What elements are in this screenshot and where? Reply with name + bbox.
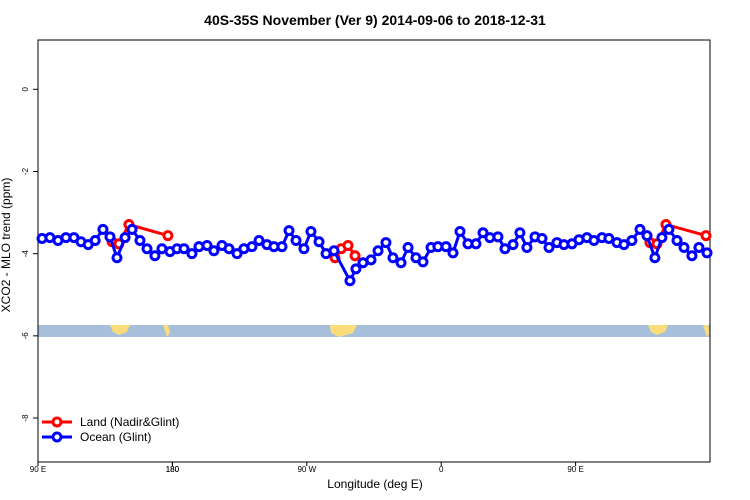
data-point xyxy=(342,239,354,251)
data-point xyxy=(313,236,325,248)
data-point xyxy=(536,232,548,244)
data-point xyxy=(141,243,153,255)
data-point xyxy=(253,235,265,247)
data-point xyxy=(663,223,675,235)
data-point xyxy=(89,235,101,247)
data-point xyxy=(514,227,526,239)
data-point xyxy=(499,243,511,255)
data-point xyxy=(344,275,356,287)
data-point xyxy=(349,250,361,262)
legend-marker xyxy=(51,431,63,443)
data-point xyxy=(454,225,466,237)
data-point xyxy=(201,239,213,251)
data-point xyxy=(402,242,414,254)
y-tick-label: -8 xyxy=(21,414,30,422)
data-point xyxy=(290,235,302,247)
data-point xyxy=(492,231,504,243)
data-point xyxy=(693,242,705,254)
data-point xyxy=(97,223,109,235)
x-tick-label: 180 xyxy=(166,465,180,474)
y-axis-label: XCO2 - MLO trend (ppm) xyxy=(0,178,13,313)
x-tick-label: 180 xyxy=(166,465,180,474)
data-point xyxy=(134,235,146,247)
y-tick-label: -2 xyxy=(21,167,30,175)
legend-label: Land (Nadir&Glint) xyxy=(80,415,179,429)
data-point xyxy=(328,245,340,257)
legend-marker xyxy=(51,416,63,428)
data-point xyxy=(111,252,123,264)
data-point xyxy=(372,245,384,257)
data-point xyxy=(104,231,116,243)
data-point xyxy=(521,242,533,254)
data-point xyxy=(447,247,459,259)
x-tick-label: 90 E xyxy=(30,465,46,474)
chart-title: 40S-35S November (Ver 9) 2014-09-06 to 2… xyxy=(204,12,546,28)
data-point xyxy=(298,243,310,255)
legend-label: Ocean (Glint) xyxy=(80,430,151,444)
data-point xyxy=(649,252,661,264)
data-point xyxy=(276,241,288,253)
x-tick-label: 90 E xyxy=(567,465,583,474)
data-point xyxy=(119,232,131,244)
data-point xyxy=(440,241,452,253)
data-point xyxy=(701,247,713,259)
data-point xyxy=(350,263,362,275)
legend: Land (Nadir&Glint)Ocean (Glint) xyxy=(42,415,179,444)
data-point xyxy=(246,241,258,253)
data-point xyxy=(365,254,377,266)
data-point xyxy=(603,232,615,244)
data-point xyxy=(641,230,653,242)
y-tick-label: -4 xyxy=(21,250,30,258)
data-point xyxy=(417,256,429,268)
data-point xyxy=(470,238,482,250)
data-point xyxy=(543,242,555,254)
map-strip xyxy=(38,325,710,337)
data-point xyxy=(387,252,399,264)
data-point xyxy=(634,223,646,235)
data-point xyxy=(626,235,638,247)
data-point xyxy=(656,232,668,244)
y-tick-label: 0 xyxy=(21,87,30,92)
data-point xyxy=(149,250,161,262)
data-point xyxy=(186,248,198,260)
data-point xyxy=(178,243,190,255)
data-point xyxy=(395,257,407,269)
data-point xyxy=(208,245,220,257)
x-axis-label: Longitude (deg E) xyxy=(327,477,422,491)
data-point xyxy=(231,248,243,260)
data-point xyxy=(126,223,138,235)
data-point xyxy=(671,235,683,247)
data-point xyxy=(507,239,519,251)
data-point xyxy=(162,230,174,242)
y-tick-label: -6 xyxy=(21,332,30,340)
data-point xyxy=(283,225,295,237)
data-point xyxy=(477,227,489,239)
data-point xyxy=(678,242,690,254)
data-point xyxy=(305,225,317,237)
x-tick-label: 90 W xyxy=(297,465,316,474)
data-point xyxy=(618,239,630,251)
data-point xyxy=(686,250,698,262)
data-point xyxy=(700,230,712,242)
data-point xyxy=(223,243,235,255)
x-tick-label: 0 xyxy=(439,465,444,474)
data-point xyxy=(380,237,392,249)
